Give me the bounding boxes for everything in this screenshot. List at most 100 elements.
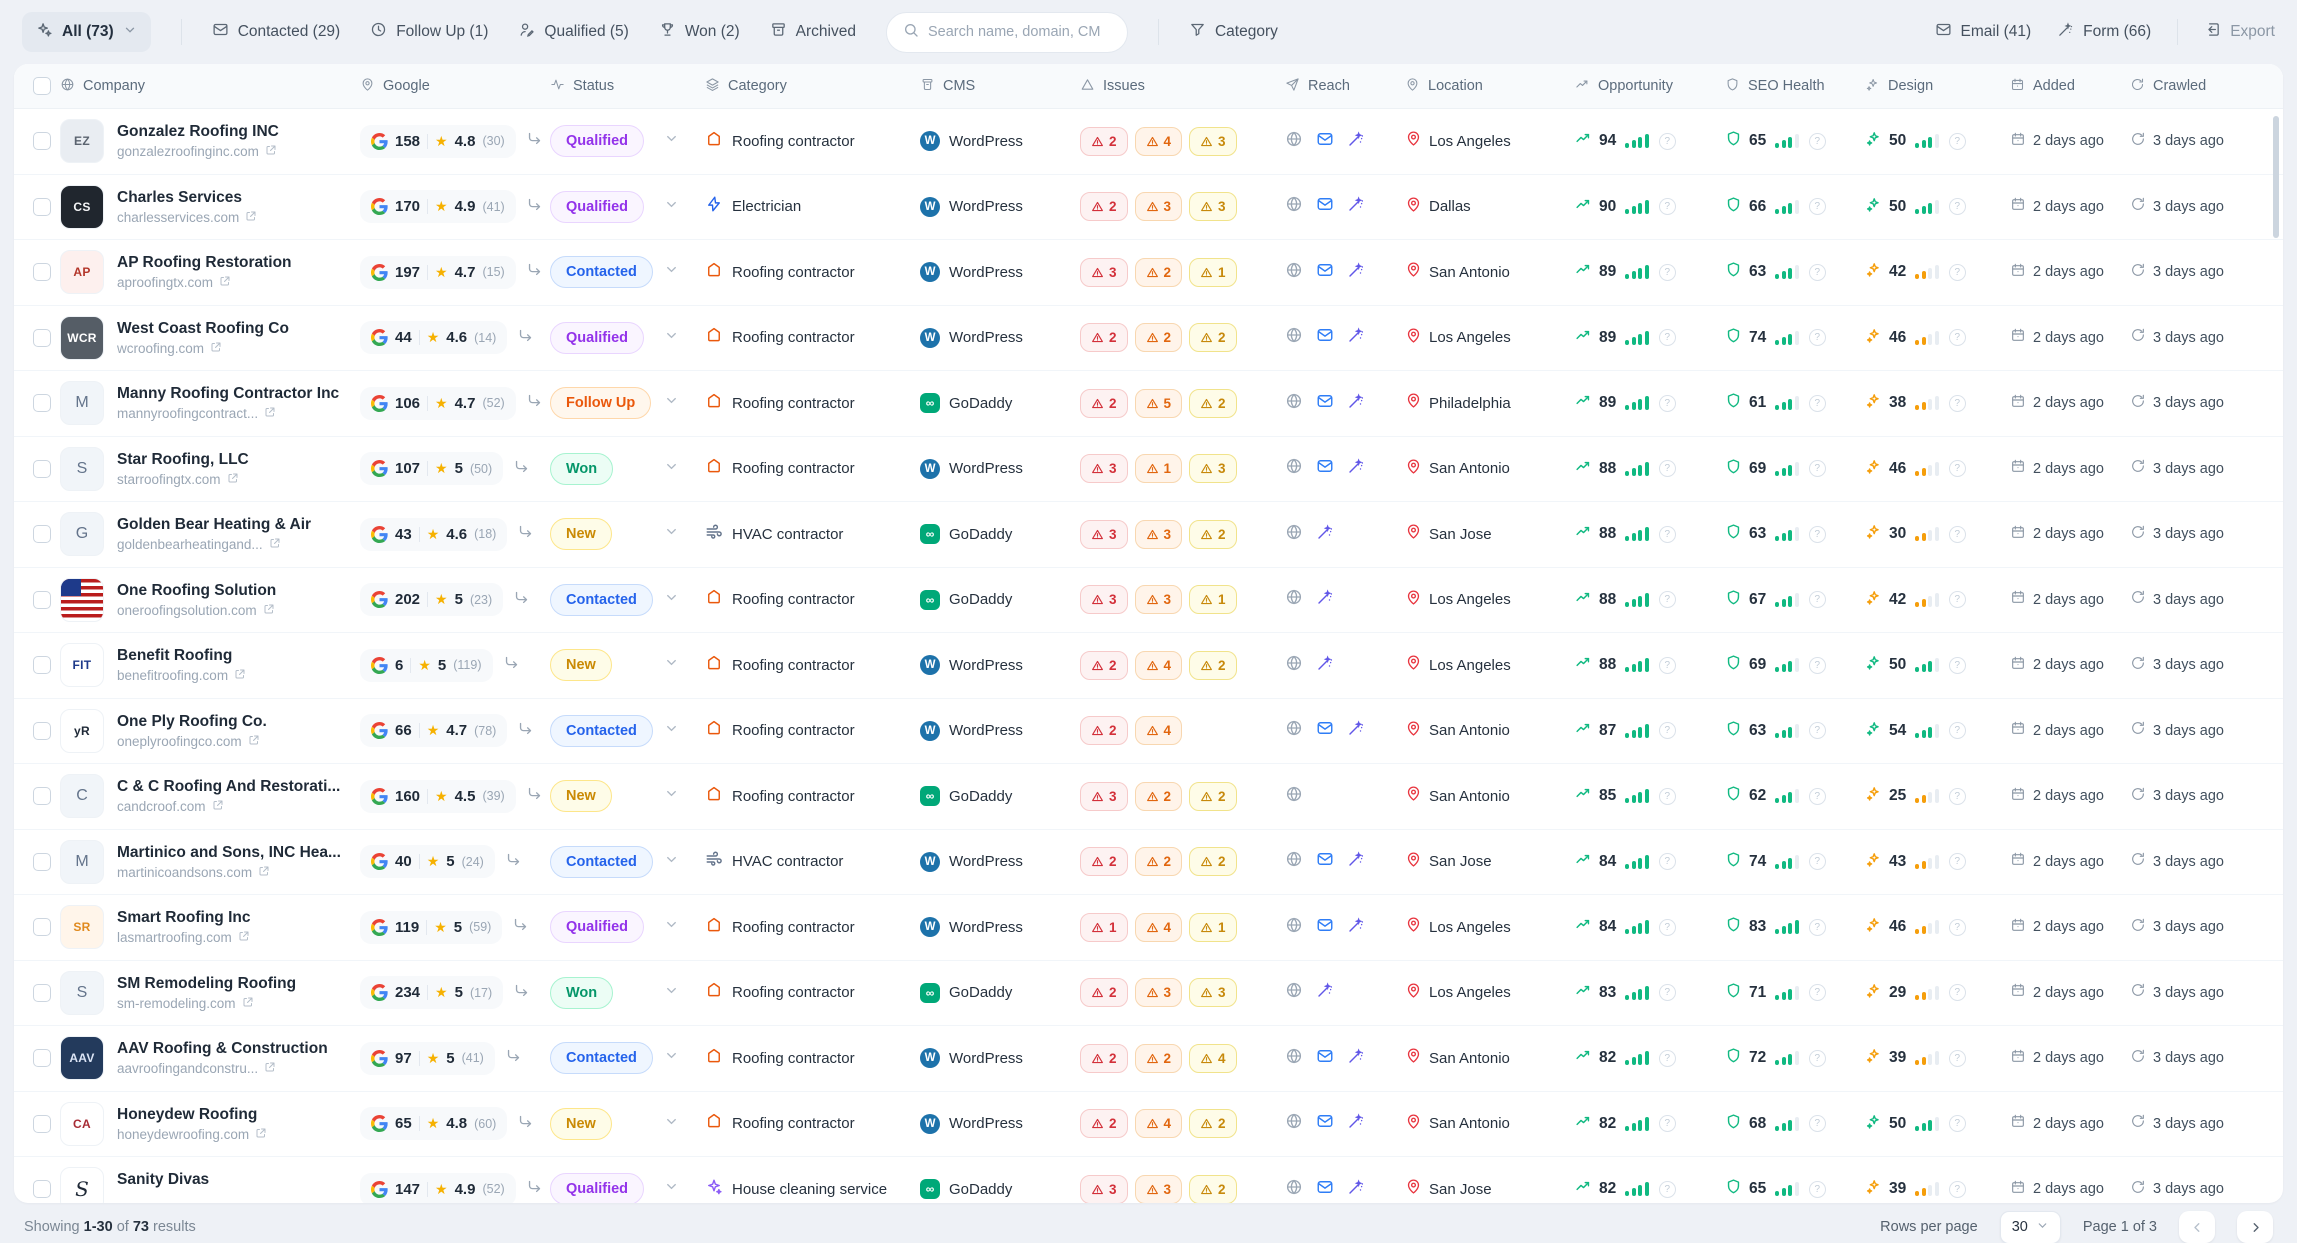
row-checkbox[interactable]: [33, 132, 51, 151]
info-icon[interactable]: ?: [1808, 263, 1826, 281]
info-icon[interactable]: ?: [1808, 198, 1826, 216]
status-badge[interactable]: Qualified: [550, 1173, 645, 1203]
column-google[interactable]: Google: [360, 77, 550, 96]
info-icon[interactable]: ?: [1658, 394, 1676, 412]
warning-issues-badge[interactable]: 3: [1134, 978, 1183, 1008]
status-badge[interactable]: Qualified: [550, 321, 645, 354]
email-action-icon[interactable]: [1316, 130, 1334, 153]
minor-issues-badge[interactable]: 2: [1189, 847, 1237, 877]
column-seo-health[interactable]: SEO Health: [1725, 77, 1865, 96]
minor-issues-badge[interactable]: 2: [1189, 1174, 1237, 1203]
status-badge[interactable]: New: [550, 649, 612, 682]
minor-issues-badge[interactable]: 2: [1189, 323, 1237, 353]
reply-arrow-icon[interactable]: [526, 261, 543, 283]
status-chevron-icon[interactable]: [664, 197, 679, 217]
warning-issues-badge[interactable]: 4: [1134, 912, 1183, 942]
row-checkbox[interactable]: [33, 787, 51, 806]
status-chevron-icon[interactable]: [664, 131, 679, 151]
email-action-icon[interactable]: [1316, 392, 1334, 415]
info-icon[interactable]: ?: [1658, 656, 1676, 674]
status-chevron-icon[interactable]: [664, 590, 679, 610]
company-domain-link[interactable]: honeydewroofing.com: [117, 1127, 267, 1142]
info-icon[interactable]: ?: [1948, 656, 1966, 674]
company-domain-link[interactable]: charlesservices.com: [117, 210, 257, 225]
email-action-icon[interactable]: [1316, 326, 1334, 349]
info-icon[interactable]: ?: [1658, 853, 1676, 871]
minor-issues-badge[interactable]: 3: [1189, 454, 1237, 484]
warning-issues-badge[interactable]: 4: [1134, 650, 1183, 680]
company-domain-link[interactable]: oneroofingsolution.com: [117, 603, 276, 618]
info-icon[interactable]: ?: [1658, 1180, 1676, 1198]
warning-issues-badge[interactable]: 4: [1134, 1109, 1183, 1139]
reply-arrow-icon[interactable]: [526, 196, 543, 218]
info-icon[interactable]: ?: [1948, 132, 1966, 150]
email-action-icon[interactable]: [1316, 1178, 1334, 1201]
reply-arrow-icon[interactable]: [505, 851, 522, 873]
warning-issues-badge[interactable]: 3: [1134, 192, 1183, 222]
reply-arrow-icon[interactable]: [513, 589, 530, 611]
warning-issues-badge[interactable]: 2: [1134, 781, 1183, 811]
email-action-icon[interactable]: [1316, 850, 1334, 873]
critical-issues-badge[interactable]: 2: [1080, 978, 1128, 1008]
website-globe-icon[interactable]: [1285, 981, 1303, 1004]
column-crawled[interactable]: Crawled: [2130, 77, 2250, 96]
info-icon[interactable]: ?: [1808, 1049, 1826, 1067]
minor-issues-badge[interactable]: 1: [1189, 912, 1237, 942]
reply-arrow-icon[interactable]: [526, 130, 543, 152]
website-globe-icon[interactable]: [1285, 1178, 1303, 1201]
website-globe-icon[interactable]: [1285, 719, 1303, 742]
company-domain-link[interactable]: aproofingtx.com: [117, 275, 292, 290]
info-icon[interactable]: ?: [1808, 722, 1826, 740]
row-checkbox[interactable]: [33, 328, 51, 347]
form-wand-icon[interactable]: [1347, 850, 1365, 873]
warning-issues-badge[interactable]: 2: [1134, 847, 1183, 877]
next-page-button[interactable]: [2237, 1211, 2273, 1243]
reply-arrow-icon[interactable]: [503, 654, 520, 676]
info-icon[interactable]: ?: [1948, 984, 1966, 1002]
category-filter-button[interactable]: Category: [1189, 21, 1278, 43]
row-checkbox[interactable]: [33, 1180, 51, 1199]
website-globe-icon[interactable]: [1285, 195, 1303, 218]
info-icon[interactable]: ?: [1808, 1180, 1826, 1198]
form-wand-icon[interactable]: [1347, 916, 1365, 939]
table-row[interactable]: M Martinico and Sons, INC Hea... martini…: [14, 830, 2283, 895]
email-action-icon[interactable]: [1316, 457, 1334, 480]
table-row[interactable]: CS Charles Services charlesservices.com …: [14, 175, 2283, 240]
info-icon[interactable]: ?: [1658, 1115, 1676, 1133]
info-icon[interactable]: ?: [1658, 591, 1676, 609]
info-icon[interactable]: ?: [1808, 984, 1826, 1002]
table-row[interactable]: S Star Roofing, LLC starroofingtx.com 10…: [14, 437, 2283, 502]
info-icon[interactable]: ?: [1658, 525, 1676, 543]
form-wand-icon[interactable]: [1347, 457, 1365, 480]
email-action-icon[interactable]: [1316, 916, 1334, 939]
minor-issues-badge[interactable]: 3: [1189, 978, 1237, 1008]
info-icon[interactable]: ?: [1808, 525, 1826, 543]
status-chevron-icon[interactable]: [664, 262, 679, 282]
column-added[interactable]: Added: [2010, 77, 2130, 96]
minor-issues-badge[interactable]: 1: [1189, 257, 1237, 287]
minor-issues-badge[interactable]: 1: [1189, 585, 1237, 615]
critical-issues-badge[interactable]: 2: [1080, 323, 1128, 353]
status-chevron-icon[interactable]: [664, 655, 679, 675]
info-icon[interactable]: ?: [1808, 329, 1826, 347]
company-domain-link[interactable]: wcroofing.com: [117, 341, 289, 356]
table-row[interactable]: yR One Ply Roofing Co. oneplyroofingco.c…: [14, 699, 2283, 764]
row-checkbox[interactable]: [33, 590, 51, 609]
form-wand-icon[interactable]: [1347, 261, 1365, 284]
website-globe-icon[interactable]: [1285, 654, 1303, 677]
critical-issues-badge[interactable]: 3: [1080, 1174, 1128, 1203]
info-icon[interactable]: ?: [1808, 853, 1826, 871]
website-globe-icon[interactable]: [1285, 1112, 1303, 1135]
minor-issues-badge[interactable]: 4: [1189, 1043, 1237, 1073]
row-checkbox[interactable]: [33, 197, 51, 216]
info-icon[interactable]: ?: [1658, 460, 1676, 478]
warning-issues-badge[interactable]: 2: [1134, 1043, 1183, 1073]
table-row[interactable]: M Manny Roofing Contractor Inc mannyroof…: [14, 371, 2283, 437]
info-icon[interactable]: ?: [1658, 132, 1676, 150]
table-row[interactable]: G Golden Bear Heating & Air goldenbearhe…: [14, 502, 2283, 568]
warning-issues-badge[interactable]: 2: [1134, 257, 1183, 287]
status-chevron-icon[interactable]: [664, 459, 679, 479]
email-action-icon[interactable]: [1316, 719, 1334, 742]
status-badge[interactable]: Contacted: [550, 845, 653, 878]
form-wand-icon[interactable]: [1347, 719, 1365, 742]
